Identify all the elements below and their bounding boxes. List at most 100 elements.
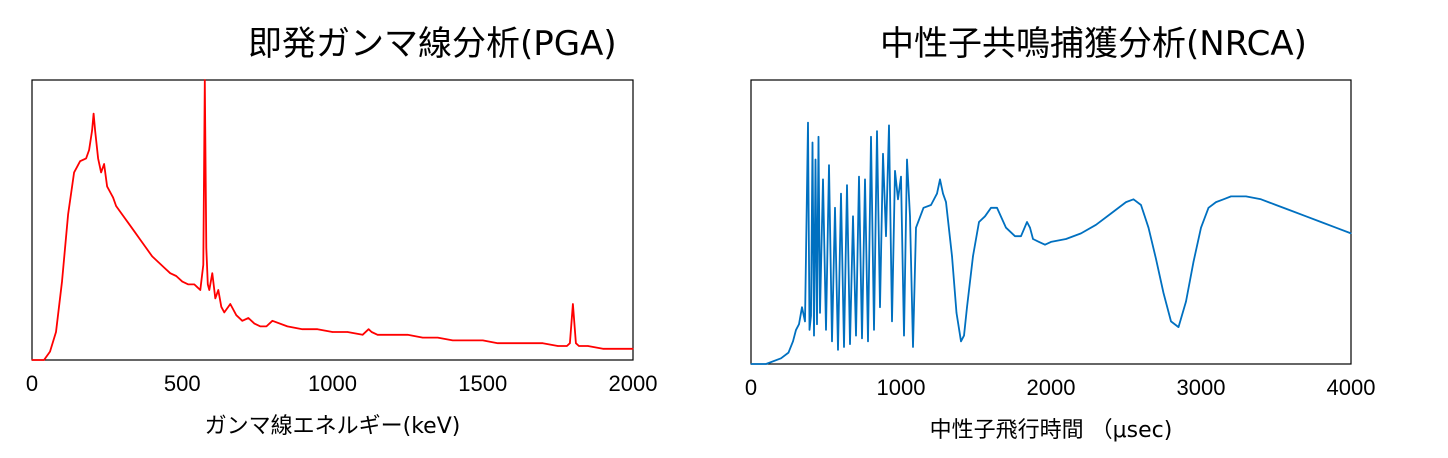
data-point [512,342,514,344]
data-point [1110,212,1112,215]
data-point [247,317,249,319]
data-point [331,331,334,333]
data-point [1215,201,1217,203]
data-point [1132,198,1135,200]
x-tick-label: 4000 [1327,375,1376,400]
x-tick-label: 2000 [1027,375,1076,400]
data-point [49,351,51,353]
data-point [103,163,105,165]
data-point [1095,224,1097,226]
x-tick-label: 3000 [1177,375,1226,400]
data-point [67,213,69,215]
data-point [542,342,544,344]
data-point [795,329,797,331]
data-point [885,235,887,237]
data-point [1177,326,1180,328]
data-point [1020,235,1022,237]
data-point [109,191,111,193]
data-point [849,343,851,345]
data-point [578,345,580,347]
data-point [93,113,95,115]
data-point [259,325,261,327]
data-point [112,197,114,199]
chart-title: 中性子共鳴捕獲分析(NRCA) [880,24,1307,64]
data-point [867,340,869,342]
data-point [996,207,998,209]
data-point [452,339,454,341]
data-point [362,334,364,336]
data-point [187,283,189,285]
data-point [1260,198,1262,200]
data-point [864,178,866,180]
data-point [96,143,98,145]
data-point [852,215,854,217]
nrca-chart-panel: 中性子共鳴捕獲分析(NRCA) 0 1000 2000 3000 4000 中性子飛行時間… [720,0,1448,458]
data-point [163,267,165,269]
data-point [572,303,574,305]
data-point [202,264,204,266]
data-point [930,204,932,206]
data-point [955,312,958,314]
data-point [811,141,814,144]
data-point [241,320,243,322]
data-point [527,342,529,344]
data-point [1065,238,1067,240]
data-point [169,272,171,274]
data-point [840,193,842,195]
data-point [813,335,815,337]
data-point [100,171,102,173]
x-axis-label: ガンマ線エネルギー(keV) [205,414,461,439]
data-point [1335,227,1337,229]
data-point [602,348,604,350]
data-point [1014,235,1016,237]
data-point [151,255,153,257]
data-point [765,363,767,365]
data-point [115,205,117,207]
data-point [945,201,947,203]
data-point [196,286,198,288]
data-point [861,337,863,339]
data-point [822,178,824,180]
data-point [1140,204,1142,206]
data-point [121,213,123,215]
data-point [942,193,944,195]
data-point [960,340,962,342]
data-point [88,149,90,151]
data-point [984,215,986,217]
data-point [214,297,216,299]
data-point [271,320,273,322]
data-point [1192,261,1195,263]
data-point [816,323,818,325]
data-point [497,342,499,344]
data-point [1005,227,1007,229]
x-tick-label: 0 [745,375,757,400]
data-point [211,272,213,274]
data-point [1125,201,1127,203]
data-point [286,325,288,327]
data-point [79,160,81,162]
data-point [831,340,833,342]
data-point [834,207,836,209]
data-point [1050,241,1052,243]
data-point [817,136,820,138]
data-point [804,320,806,322]
plot-frame [750,79,1352,365]
data-point [1032,238,1034,240]
data-point [1230,195,1232,197]
data-point [587,345,589,347]
data-point [912,346,914,348]
data-point [1080,232,1082,234]
data-point [253,323,255,325]
data-point [873,329,875,331]
data-point [837,349,839,351]
data-point [437,337,439,339]
data-point [891,320,893,322]
data-point [220,306,222,308]
data-point [617,348,619,350]
data-point [1207,207,1210,209]
data-point [1290,210,1292,212]
x-tick-label: 0 [26,371,38,396]
data-point [814,158,817,161]
data-point [894,170,896,172]
data-point [750,363,752,365]
